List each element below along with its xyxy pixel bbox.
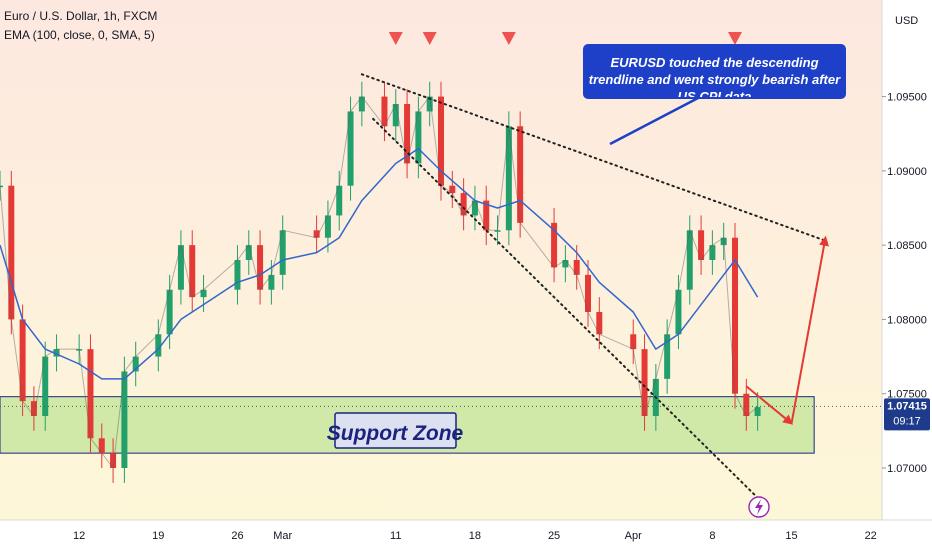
time-tick-label: 25 <box>548 530 560 542</box>
candle-body <box>505 126 512 231</box>
candle-body <box>53 349 60 357</box>
candle-body <box>426 96 433 112</box>
projection-arrow <box>790 235 829 424</box>
candle-body <box>121 371 128 468</box>
price-tick-label: 1.09500 <box>887 92 927 104</box>
descending-trendline[interactable] <box>360 73 827 242</box>
candle-body <box>358 96 365 112</box>
candle-body <box>686 230 693 290</box>
price-tick-label: 1.08000 <box>887 314 927 326</box>
candle-body <box>675 289 682 335</box>
candle-body <box>698 230 705 260</box>
candle-body <box>517 126 524 223</box>
lower-channel-line[interactable] <box>372 117 759 499</box>
candle-body <box>19 319 26 402</box>
touch-marker-triangle <box>728 32 742 45</box>
candle-body <box>732 237 738 394</box>
touch-marker-triangle <box>422 32 437 45</box>
candle-body <box>8 185 15 320</box>
candle-body <box>132 356 139 372</box>
candle-body <box>494 230 501 232</box>
countdown-timer: 09:17 <box>893 415 921 427</box>
time-tick-label: 12 <box>73 530 85 542</box>
candle-body <box>166 289 173 335</box>
candle-body <box>483 200 490 231</box>
candle-body <box>0 185 3 188</box>
time-tick-label: 18 <box>469 530 481 542</box>
callout-pointer <box>609 95 701 146</box>
candle-body <box>42 356 49 416</box>
projection-arrow <box>745 385 794 425</box>
candle-body <box>87 349 94 439</box>
candle-body <box>404 104 411 164</box>
price-tick-label: 1.07500 <box>887 389 927 401</box>
candle-body <box>336 185 343 216</box>
price-axis-panel <box>882 0 932 550</box>
candle-body <box>460 193 467 216</box>
time-tick-label: 26 <box>231 530 243 542</box>
candle-body <box>347 111 354 186</box>
current-price-value: 1.07415 <box>887 400 927 412</box>
price-tick-label: 1.09000 <box>887 166 927 178</box>
candle-body <box>98 438 105 454</box>
candle-body <box>754 407 761 416</box>
candle-body <box>438 96 444 186</box>
candle-body <box>709 245 716 260</box>
candle-body <box>200 289 207 298</box>
indicator-legend[interactable]: EMA (100, close, 0, SMA, 5) <box>4 28 155 42</box>
candle-body <box>245 245 252 260</box>
callout-box <box>583 44 846 99</box>
candle-body <box>392 104 399 127</box>
candle-body <box>76 349 83 351</box>
currency-label[interactable]: USD <box>895 15 918 27</box>
time-tick-label: 15 <box>785 530 797 542</box>
candle-body <box>596 312 603 335</box>
candle-body <box>313 230 320 238</box>
time-tick-label: Apr <box>625 530 642 542</box>
candle-body <box>641 349 648 416</box>
candle-body <box>324 215 331 238</box>
candle-body <box>279 230 286 275</box>
candle-body <box>664 334 671 379</box>
lightning-icon[interactable] <box>748 496 770 518</box>
time-tick-label: 22 <box>865 530 877 542</box>
price-tick-label: 1.08500 <box>887 240 927 252</box>
candle-body <box>449 185 456 194</box>
candle-body <box>30 401 37 416</box>
candle-body <box>551 222 558 268</box>
time-axis-panel <box>0 520 932 550</box>
price-line <box>0 95 758 470</box>
candle-body <box>257 245 264 290</box>
price-tick-label: 1.07000 <box>887 463 927 475</box>
support-zone-label: Support Zone <box>327 412 464 449</box>
candle-body <box>234 260 241 290</box>
time-tick-label: 8 <box>709 530 715 542</box>
touch-marker-triangle <box>501 32 516 45</box>
time-tick-label: 19 <box>152 530 164 542</box>
candle-body <box>573 260 580 275</box>
candle-body <box>630 334 637 350</box>
candle-body <box>562 260 569 268</box>
candle-body <box>415 111 422 164</box>
touch-marker-triangle <box>388 32 403 45</box>
candle-body <box>381 96 388 127</box>
ema-line <box>0 147 759 380</box>
candle-body <box>268 274 275 290</box>
candle-body <box>720 237 727 246</box>
time-tick-label: Mar <box>273 530 292 542</box>
candle-body <box>471 200 478 216</box>
support-zone-label-text: Support Zone <box>327 422 464 445</box>
candle-body <box>743 393 750 416</box>
candle-body <box>189 245 196 298</box>
callout-text: EURUSD touched the descending trendline … <box>588 55 841 97</box>
current-price-tag: 1.07415 09:17 <box>884 398 930 431</box>
symbol-title[interactable]: Euro / U.S. Dollar, 1h, FXCM <box>4 9 157 23</box>
candle-body <box>110 453 117 468</box>
candle-body <box>585 274 591 312</box>
candle-body <box>177 245 184 290</box>
candle-body <box>155 334 162 357</box>
time-tick-label: 11 <box>390 530 401 542</box>
